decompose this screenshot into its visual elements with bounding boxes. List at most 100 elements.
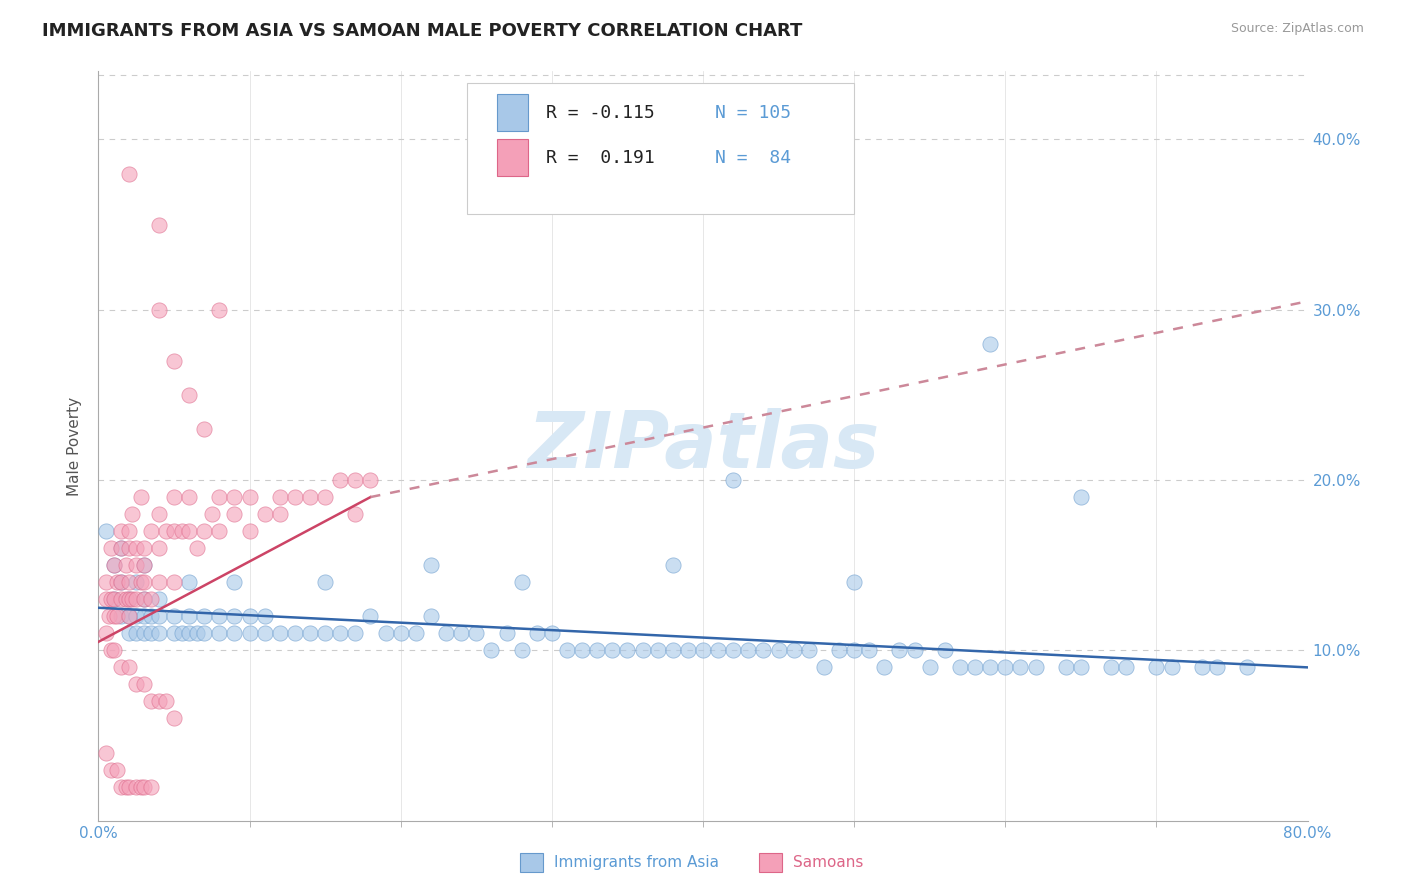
Point — [224, 626, 246, 640]
Point — [602, 643, 624, 657]
Point — [253, 609, 276, 624]
Point — [1206, 660, 1229, 674]
Point — [94, 524, 117, 538]
Point — [239, 524, 262, 538]
Point — [118, 660, 141, 674]
Point — [110, 575, 132, 590]
Point — [118, 609, 141, 624]
Point — [783, 643, 806, 657]
Point — [360, 473, 382, 487]
Point — [148, 302, 170, 317]
Point — [193, 609, 215, 624]
Point — [186, 541, 208, 556]
Point — [148, 592, 170, 607]
Point — [179, 626, 201, 640]
Point — [813, 660, 835, 674]
Bar — [520, 853, 543, 872]
Point — [148, 218, 170, 232]
Point — [723, 473, 745, 487]
Point — [979, 660, 1001, 674]
Point — [1236, 660, 1258, 674]
Point — [631, 643, 654, 657]
Point — [873, 660, 896, 674]
Point — [692, 643, 714, 657]
Point — [329, 626, 352, 640]
Point — [420, 609, 443, 624]
Point — [737, 643, 759, 657]
Point — [103, 592, 125, 607]
Point — [179, 609, 201, 624]
Point — [405, 626, 427, 640]
Point — [1024, 660, 1046, 674]
Point — [540, 626, 562, 640]
Point — [284, 490, 307, 504]
Point — [495, 626, 517, 640]
Point — [1191, 660, 1213, 674]
Point — [193, 524, 215, 538]
Point — [125, 558, 148, 573]
Point — [224, 490, 246, 504]
Point — [118, 780, 141, 794]
Point — [125, 626, 148, 640]
Point — [949, 660, 972, 674]
Point — [299, 626, 322, 640]
Point — [1115, 660, 1137, 674]
Point — [208, 302, 231, 317]
Point — [141, 626, 163, 640]
Point — [889, 643, 911, 657]
FancyBboxPatch shape — [467, 83, 855, 214]
Point — [110, 541, 132, 556]
Point — [148, 609, 170, 624]
Point — [186, 626, 208, 640]
Point — [132, 609, 155, 624]
Point — [125, 677, 148, 691]
Point — [1144, 660, 1167, 674]
Point — [434, 626, 457, 640]
Point — [110, 609, 132, 624]
Point — [118, 167, 141, 181]
Point — [118, 626, 141, 640]
Point — [193, 422, 215, 436]
Point — [132, 541, 155, 556]
FancyBboxPatch shape — [498, 139, 527, 177]
Point — [118, 609, 141, 624]
Point — [103, 609, 125, 624]
Point — [132, 626, 155, 640]
Text: Samoans: Samoans — [793, 855, 863, 870]
Point — [314, 490, 336, 504]
Point — [844, 575, 866, 590]
Point — [125, 541, 148, 556]
Point — [179, 388, 201, 402]
Point — [110, 524, 132, 538]
Point — [132, 575, 155, 590]
Point — [253, 626, 276, 640]
Text: N =  84: N = 84 — [716, 149, 792, 167]
Point — [647, 643, 669, 657]
Point — [965, 660, 987, 674]
Point — [163, 354, 186, 368]
Text: R = -0.115: R = -0.115 — [546, 103, 655, 121]
Point — [129, 575, 152, 590]
Point — [904, 643, 927, 657]
Point — [661, 643, 683, 657]
Point — [994, 660, 1017, 674]
Point — [132, 592, 155, 607]
Point — [344, 507, 367, 521]
Point — [224, 507, 246, 521]
Point — [125, 609, 148, 624]
Point — [103, 592, 125, 607]
Point — [360, 609, 382, 624]
Point — [132, 592, 155, 607]
Point — [121, 592, 143, 607]
Point — [148, 694, 170, 708]
Point — [344, 473, 367, 487]
Point — [269, 507, 291, 521]
Point — [844, 643, 866, 657]
Point — [94, 575, 117, 590]
Point — [103, 558, 125, 573]
Point — [934, 643, 956, 657]
Point — [374, 626, 396, 640]
Point — [1099, 660, 1122, 674]
Point — [510, 575, 533, 590]
Point — [132, 780, 155, 794]
